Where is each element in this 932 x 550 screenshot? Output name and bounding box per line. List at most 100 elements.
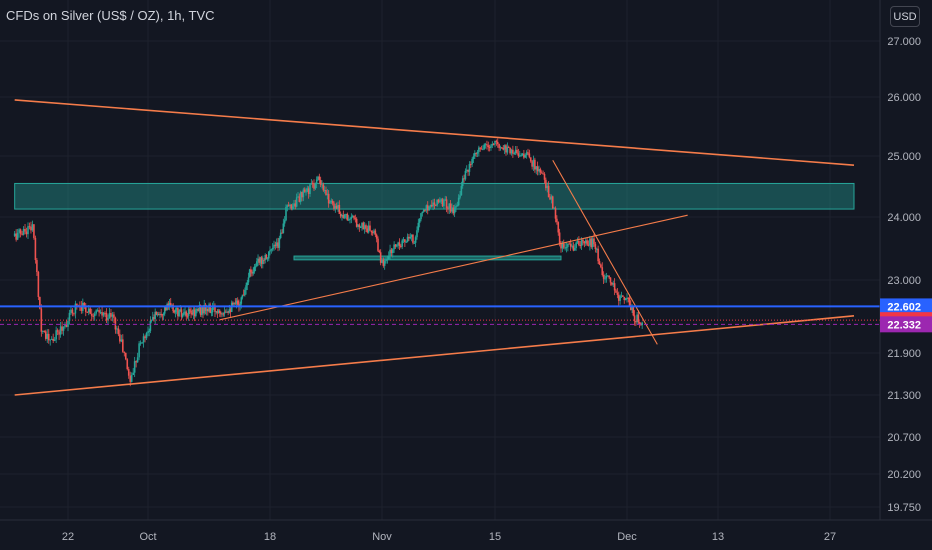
price-tick-label: 21.900 (887, 348, 921, 360)
candle-body (598, 261, 601, 265)
candle-body (418, 219, 421, 223)
candle-body (248, 269, 251, 278)
candle-body (528, 153, 531, 158)
candle-body (479, 147, 482, 149)
candle-body (564, 247, 566, 249)
candle-body (337, 205, 339, 209)
candle-body (264, 254, 267, 261)
candle-body (494, 140, 496, 145)
candle-body (628, 298, 631, 306)
candle-body (353, 215, 355, 219)
candle-body (65, 324, 68, 327)
candle-body (491, 144, 494, 146)
candle-body (197, 309, 200, 312)
candle-body (209, 304, 211, 313)
candle-body (408, 236, 410, 239)
candle-body (456, 205, 459, 207)
candle-body (130, 375, 133, 382)
candle-body (162, 313, 165, 316)
candle-body (482, 149, 484, 151)
candle-body (499, 147, 502, 149)
candle-body (15, 233, 17, 240)
candle-body (370, 230, 373, 233)
time-tick-label: Nov (372, 531, 392, 543)
candle-body (204, 305, 207, 311)
candle-body (620, 295, 623, 297)
candle-body (606, 275, 609, 277)
candle-body (546, 185, 549, 189)
time-tick-label: Oct (139, 531, 156, 543)
candle-body (405, 241, 408, 243)
candle-body (322, 184, 325, 191)
candle-body (22, 228, 25, 235)
candle-body (223, 311, 226, 314)
candle-body (273, 244, 275, 249)
candle-body (338, 205, 341, 214)
candle-body (487, 145, 490, 148)
candle-body (174, 309, 177, 313)
candle-body (155, 311, 158, 315)
candle-body (157, 313, 160, 315)
candle-body (347, 219, 350, 221)
candle-body (309, 184, 311, 195)
candle-body (350, 216, 353, 219)
candle-body (608, 275, 610, 278)
candle-body (42, 330, 44, 332)
candle-body (513, 153, 516, 155)
candle-body (64, 324, 66, 327)
currency-button[interactable]: USD (890, 6, 920, 27)
candle-body (108, 313, 111, 318)
candle-body (95, 310, 97, 314)
candle-body (196, 309, 198, 311)
zone-rect (293, 255, 562, 261)
candle-body (430, 205, 433, 207)
candle-body (96, 310, 99, 312)
candle-body (580, 239, 583, 246)
candle-body (241, 294, 244, 298)
candle-body (214, 305, 216, 312)
candle-body (535, 166, 538, 170)
candle-body (549, 197, 551, 200)
candle-body (247, 277, 250, 283)
candle-body (239, 303, 241, 307)
candle-body (39, 296, 41, 309)
candle-body (613, 283, 616, 291)
candle-body (114, 317, 117, 330)
candle-body (179, 309, 182, 311)
candle-body (142, 336, 145, 343)
candle-body (31, 224, 34, 231)
candle-body (307, 188, 310, 195)
candle-body (294, 203, 297, 207)
candle-body (451, 207, 453, 212)
candle-body (390, 249, 393, 254)
candle-body (381, 259, 383, 263)
candle-body (274, 244, 277, 247)
candle-body (478, 147, 480, 152)
candle-body (302, 189, 305, 198)
candle-body (593, 238, 595, 245)
candle-body (617, 294, 620, 301)
candle-body (40, 308, 43, 332)
candle-body (262, 259, 264, 264)
candle-body (150, 319, 153, 321)
candle-body (387, 256, 390, 260)
time-tick-label: Dec (617, 531, 637, 543)
candle-body (375, 234, 378, 239)
candle-body (459, 195, 461, 198)
candle-body (455, 206, 457, 208)
price-label-background (880, 316, 932, 333)
candle-body (637, 314, 640, 323)
candle-body (393, 244, 395, 250)
candle-body (383, 261, 386, 266)
candle-body (160, 314, 162, 316)
candle-body (295, 197, 298, 207)
candle-body (205, 309, 208, 311)
candle-body (229, 309, 232, 312)
candle-body (422, 209, 425, 212)
candle-body (89, 308, 92, 314)
candle-body (437, 199, 440, 203)
candle-body (183, 312, 185, 315)
candle-body (16, 232, 19, 240)
